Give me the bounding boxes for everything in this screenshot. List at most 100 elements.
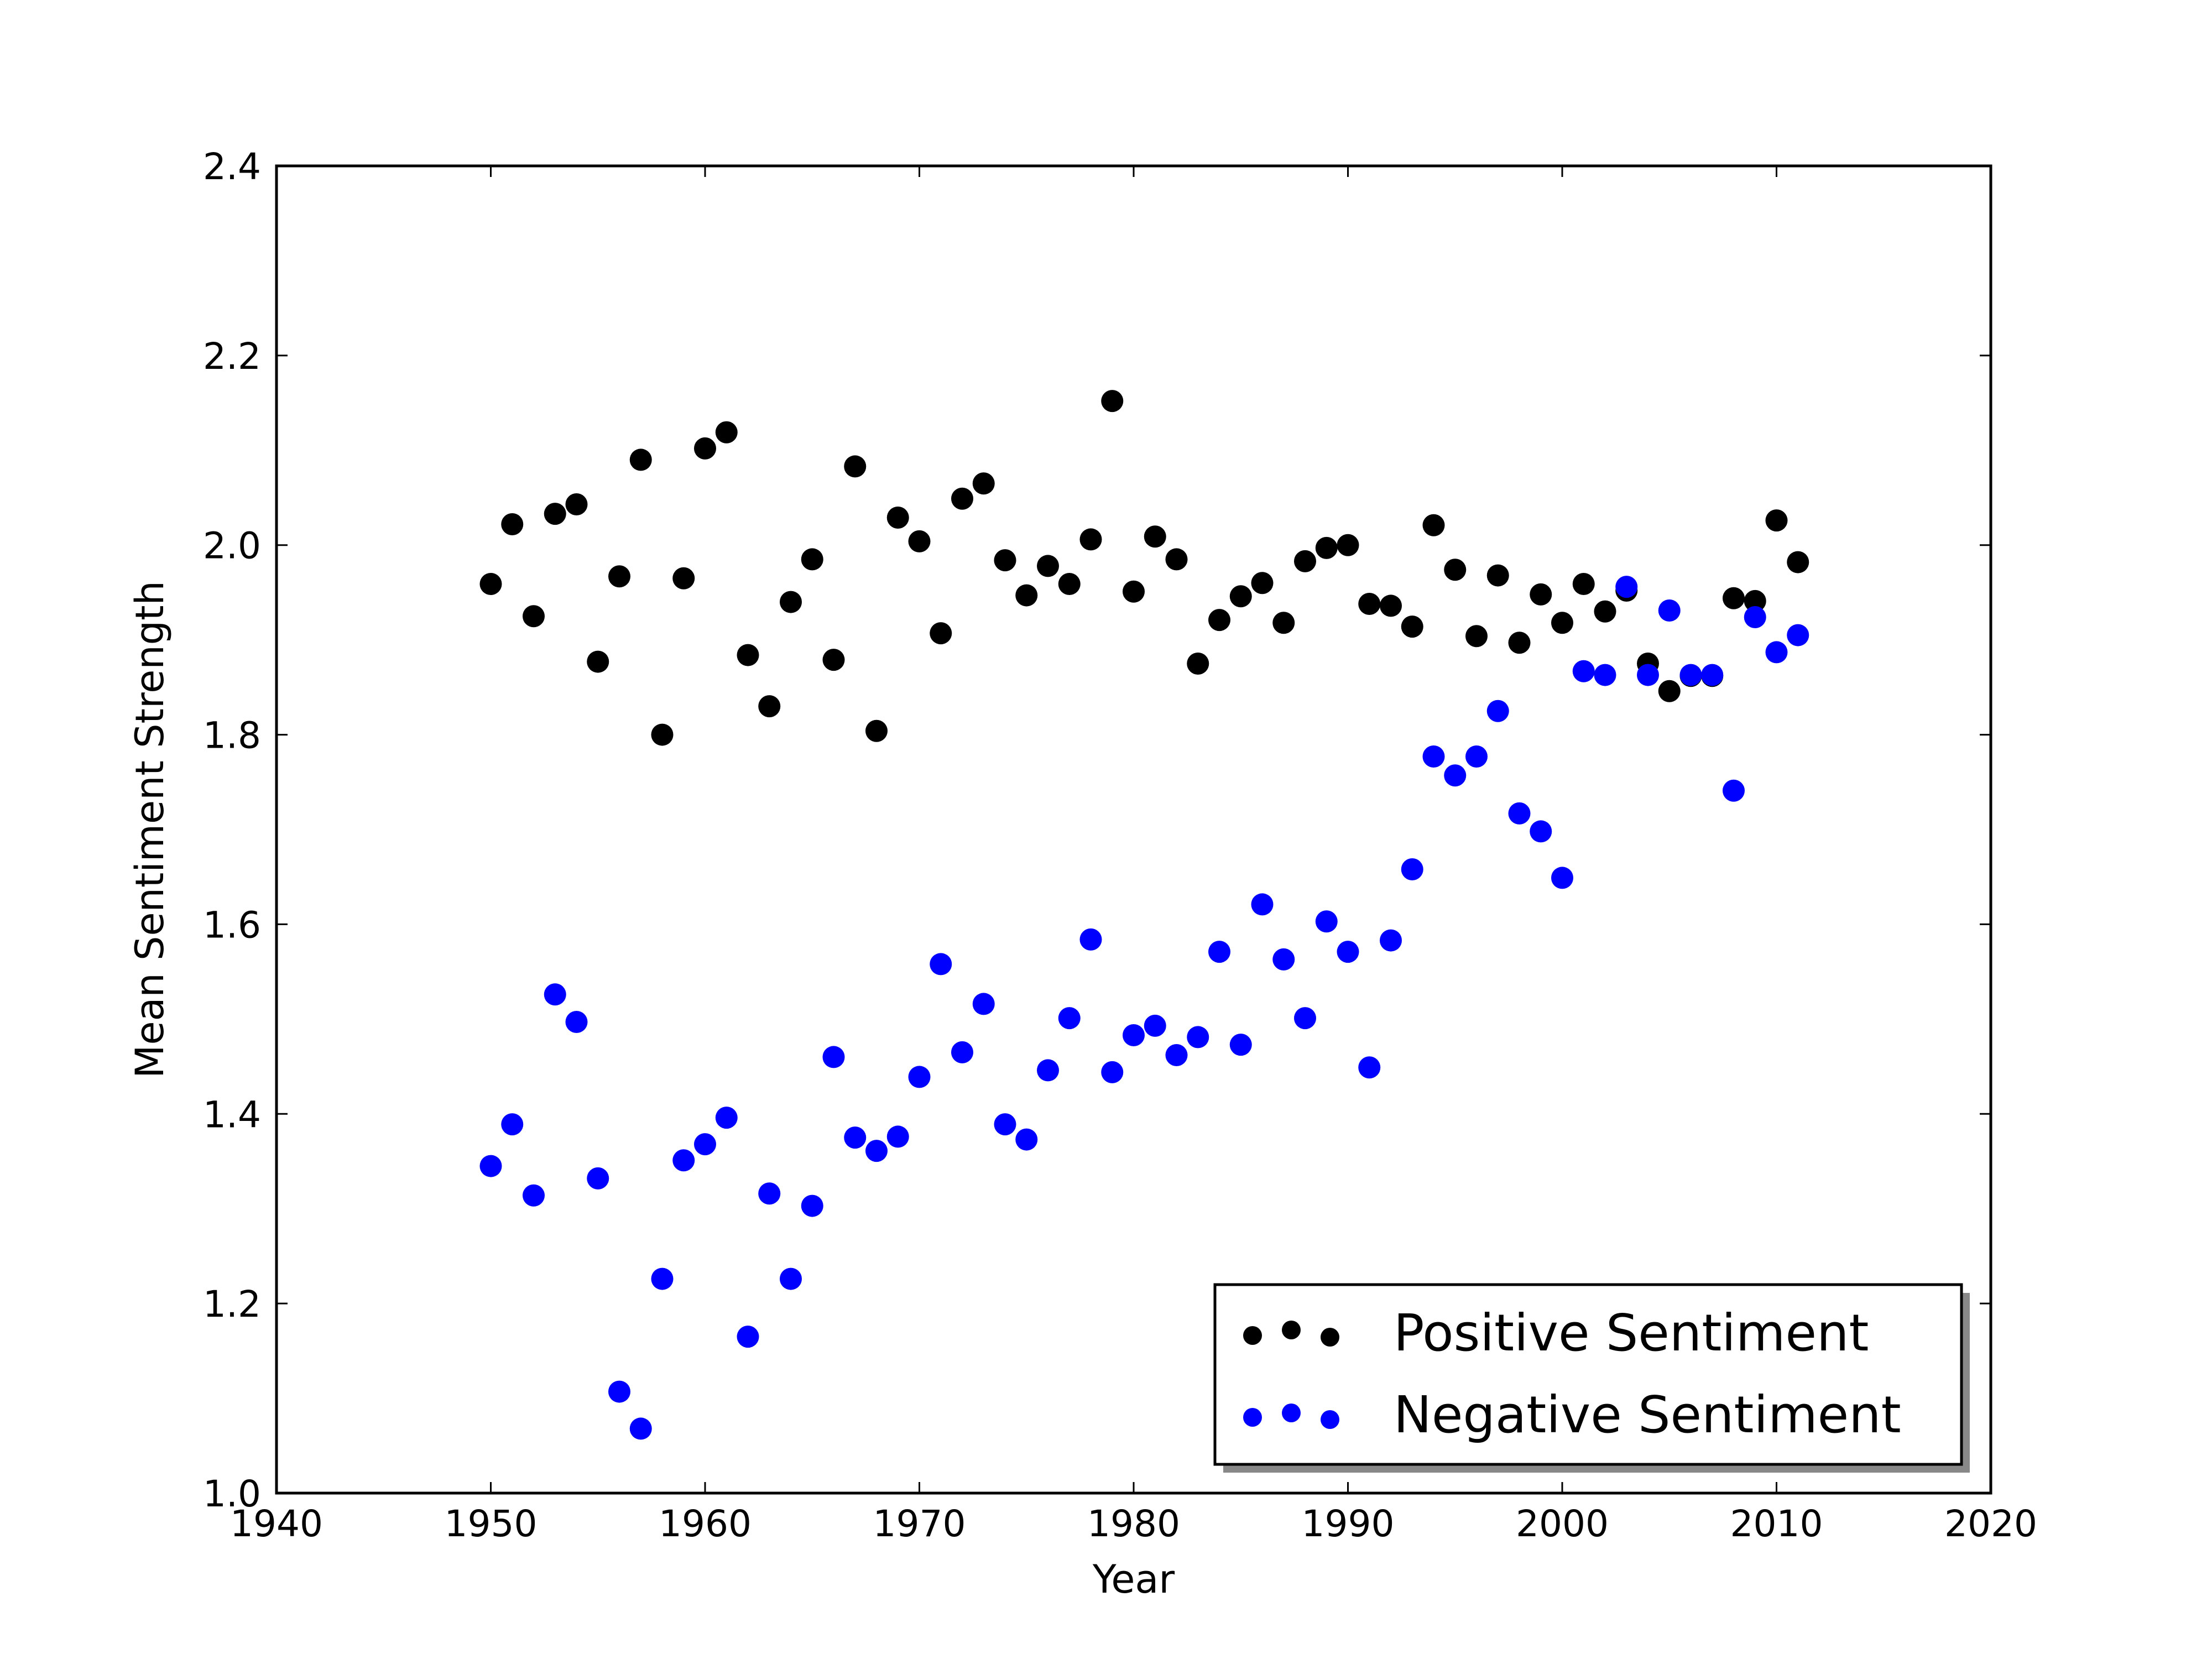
data-point <box>1422 514 1445 536</box>
data-point <box>822 1046 845 1068</box>
data-point <box>1637 664 1659 686</box>
data-point <box>608 565 630 588</box>
data-point <box>1272 612 1295 634</box>
data-point <box>1551 612 1573 634</box>
data-point <box>737 644 759 666</box>
legend-marker-negative <box>1321 1410 1339 1429</box>
legend-label-positive: Positive Sentiment <box>1394 1303 1869 1363</box>
data-point <box>1401 858 1423 880</box>
data-point <box>651 1267 674 1290</box>
data-point <box>758 1182 781 1205</box>
data-point <box>1079 528 1102 551</box>
legend-marker-positive <box>1243 1326 1262 1345</box>
data-point <box>1101 390 1124 413</box>
data-point <box>629 1417 652 1440</box>
x-tick-label: 1980 <box>1087 1503 1180 1545</box>
data-point <box>1037 555 1059 577</box>
data-point <box>1508 802 1531 825</box>
data-point <box>780 1267 802 1290</box>
x-tick-label: 2000 <box>1516 1503 1609 1545</box>
data-point <box>1486 700 1509 722</box>
series-positive <box>479 390 1809 746</box>
data-point <box>1572 573 1595 595</box>
data-point <box>930 953 952 975</box>
data-point <box>822 649 845 671</box>
data-point <box>587 1167 609 1190</box>
data-point <box>1037 1059 1059 1082</box>
data-point <box>1123 580 1145 603</box>
data-point <box>629 448 652 471</box>
data-point <box>1251 893 1274 916</box>
data-point <box>1272 948 1295 971</box>
data-point <box>1058 1007 1081 1030</box>
data-point <box>715 1107 738 1129</box>
data-point <box>1551 867 1573 889</box>
data-point <box>737 1326 759 1348</box>
data-point <box>1422 745 1445 768</box>
data-point <box>1337 941 1359 963</box>
data-point <box>501 513 524 535</box>
y-tick-label: 1.8 <box>203 714 261 757</box>
x-tick-label: 1940 <box>230 1503 323 1545</box>
data-point <box>930 622 952 645</box>
data-point <box>1508 632 1531 654</box>
data-points <box>479 390 1809 1440</box>
data-point <box>651 723 674 746</box>
legend-marker-negative <box>1282 1404 1301 1422</box>
data-point <box>1144 1014 1166 1037</box>
legend: Positive Sentiment Negative Sentiment <box>1213 1283 1970 1473</box>
data-point <box>1530 583 1552 606</box>
series-negative <box>479 576 1809 1440</box>
data-point <box>479 573 502 595</box>
data-point <box>1208 609 1230 632</box>
data-point <box>1251 572 1274 594</box>
data-point <box>1187 653 1209 675</box>
x-tick-label: 1950 <box>445 1503 538 1545</box>
data-point <box>544 503 566 525</box>
data-point <box>672 1149 695 1172</box>
data-point <box>715 421 738 444</box>
y-tick-label: 1.2 <box>203 1283 261 1326</box>
data-point <box>1401 615 1423 638</box>
data-point <box>1658 599 1681 622</box>
data-point <box>951 487 973 510</box>
data-point <box>1358 593 1381 615</box>
data-point <box>844 455 867 478</box>
data-point <box>1744 606 1766 628</box>
data-point <box>1079 928 1102 951</box>
data-point <box>1444 559 1467 581</box>
y-axis-title: Mean Sentiment Strength <box>127 581 173 1078</box>
legend-entry-positive: Positive Sentiment <box>1243 1303 1869 1363</box>
y-tick-label: 2.2 <box>203 335 261 378</box>
data-point <box>1380 929 1402 952</box>
data-point <box>608 1380 630 1403</box>
data-point <box>908 1066 931 1088</box>
data-point <box>1444 764 1467 787</box>
legend-entry-negative: Negative Sentiment <box>1243 1385 1901 1444</box>
data-point <box>1229 1034 1252 1056</box>
data-point <box>780 591 802 613</box>
data-point <box>1315 910 1338 933</box>
x-tick-label: 2020 <box>1944 1503 2037 1545</box>
data-point <box>1208 941 1230 963</box>
data-point <box>523 605 545 628</box>
data-point <box>801 1194 823 1217</box>
y-tick-label: 1.6 <box>203 904 261 946</box>
data-point <box>694 1133 716 1156</box>
data-point <box>1744 589 1766 612</box>
data-point <box>1187 1026 1209 1048</box>
data-point <box>865 719 888 742</box>
data-point <box>1144 525 1166 548</box>
plot-frame <box>275 164 1992 1495</box>
data-point <box>886 1125 909 1148</box>
data-point <box>1658 680 1681 702</box>
data-point <box>1787 551 1809 573</box>
data-point <box>565 1011 588 1033</box>
data-point <box>1315 536 1338 559</box>
legend-marker-negative <box>1243 1408 1262 1427</box>
data-point <box>972 472 995 495</box>
data-point <box>1701 664 1724 686</box>
data-point <box>1015 584 1038 607</box>
data-point <box>908 530 931 552</box>
data-point <box>1165 548 1188 571</box>
